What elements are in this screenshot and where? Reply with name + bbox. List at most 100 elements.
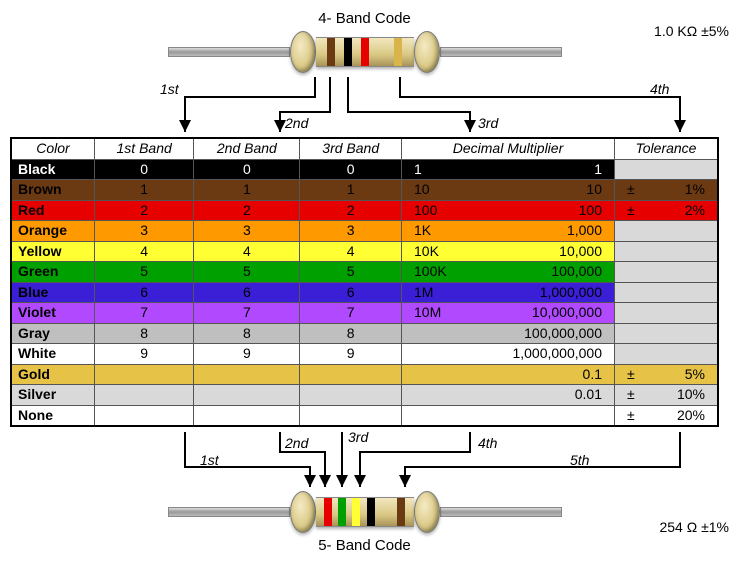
multiplier: 10M10,000,000 (402, 303, 615, 324)
digit-3: 7 (300, 303, 402, 324)
bottom-title: 5- Band Code (10, 537, 719, 554)
arrow-label-3rd: 3rd (478, 115, 498, 131)
digit-3: 0 (300, 159, 402, 180)
table-header-row: Color 1st Band 2nd Band 3rd Band Decimal… (11, 138, 718, 159)
tolerance (615, 241, 719, 262)
digit-3: 5 (300, 262, 402, 283)
color-name: Orange (11, 221, 95, 242)
color-band (324, 498, 332, 526)
tolerance (615, 282, 719, 303)
tolerance: ±1% (615, 180, 719, 201)
digit-1: 8 (95, 323, 194, 344)
endcap-right-b (414, 491, 440, 533)
table-row: Black00011 (11, 159, 718, 180)
multiplier: 100100 (402, 200, 615, 221)
arrow-label-b3: 3rd (348, 429, 368, 445)
top-title: 4- Band Code (10, 10, 719, 27)
color-band (327, 38, 335, 66)
resistor-lead-right (440, 47, 562, 57)
header-1st: 1st Band (95, 138, 194, 159)
digit-3: 8 (300, 323, 402, 344)
digit-2: 5 (194, 262, 300, 283)
digit-1 (95, 405, 194, 426)
digit-2: 7 (194, 303, 300, 324)
color-name: Brown (11, 180, 95, 201)
multiplier: 100K100,000 (402, 262, 615, 283)
color-name: Green (11, 262, 95, 283)
arrow-label-b5: 5th (570, 452, 589, 468)
header-tol: Tolerance (615, 138, 719, 159)
digit-2: 4 (194, 241, 300, 262)
digit-2 (194, 385, 300, 406)
digit-3: 3 (300, 221, 402, 242)
digit-1: 9 (95, 344, 194, 365)
tolerance (615, 221, 719, 242)
color-name: Violet (11, 303, 95, 324)
digit-3 (300, 405, 402, 426)
digit-1: 2 (95, 200, 194, 221)
digit-2 (194, 364, 300, 385)
color-code-table: Color 1st Band 2nd Band 3rd Band Decimal… (10, 137, 719, 427)
digit-2: 2 (194, 200, 300, 221)
color-name: Gold (11, 364, 95, 385)
tolerance: ±2% (615, 200, 719, 221)
digit-2: 3 (194, 221, 300, 242)
bottom-value-label: 254 Ω ±1% (659, 519, 729, 535)
color-band (344, 38, 352, 66)
tolerance (615, 159, 719, 180)
endcap-left (290, 31, 316, 73)
top-value-label: 1.0 KΩ ±5% (654, 23, 729, 39)
multiplier: 1,000,000,000 (402, 344, 615, 365)
table-row: Brown1111010±1% (11, 180, 718, 201)
color-name: Red (11, 200, 95, 221)
digit-3: 1 (300, 180, 402, 201)
top-resistor: 1.0 KΩ ±5% (10, 27, 719, 77)
tolerance (615, 323, 719, 344)
color-name: Black (11, 159, 95, 180)
tolerance: ±20% (615, 405, 719, 426)
arrow-label-b2: 2nd (285, 435, 308, 451)
color-name: Gray (11, 323, 95, 344)
digit-2: 1 (194, 180, 300, 201)
arrow-label-b4: 4th (478, 435, 497, 451)
digit-3: 6 (300, 282, 402, 303)
tolerance: ±10% (615, 385, 719, 406)
digit-2: 9 (194, 344, 300, 365)
tolerance (615, 303, 719, 324)
table-row: Red222100100±2% (11, 200, 718, 221)
digit-3: 9 (300, 344, 402, 365)
resistor-lead-left (168, 47, 290, 57)
endcap-left-b (290, 491, 316, 533)
header-mult: Decimal Multiplier (402, 138, 615, 159)
digit-1: 3 (95, 221, 194, 242)
arrow-label-b1: 1st (200, 452, 219, 468)
digit-1 (95, 385, 194, 406)
color-name: Blue (11, 282, 95, 303)
color-band (394, 38, 402, 66)
table-row: Gray888100,000,000 (11, 323, 718, 344)
multiplier: 10K10,000 (402, 241, 615, 262)
digit-1: 6 (95, 282, 194, 303)
table-row: Green555100K100,000 (11, 262, 718, 283)
digit-2: 0 (194, 159, 300, 180)
table-row: Violet77710M10,000,000 (11, 303, 718, 324)
digit-3: 4 (300, 241, 402, 262)
multiplier: 0.01 (402, 385, 615, 406)
endcap-right (414, 31, 440, 73)
color-band (397, 498, 405, 526)
digit-3: 2 (300, 200, 402, 221)
color-band (361, 38, 369, 66)
digit-3 (300, 385, 402, 406)
table-row: Yellow44410K10,000 (11, 241, 718, 262)
color-name: White (11, 344, 95, 365)
header-3rd: 3rd Band (300, 138, 402, 159)
multiplier (402, 405, 615, 426)
table-row: White9991,000,000,000 (11, 344, 718, 365)
multiplier: 11 (402, 159, 615, 180)
tolerance (615, 344, 719, 365)
arrow-label-2nd: 2nd (285, 115, 308, 131)
table-row: Blue6661M1,000,000 (11, 282, 718, 303)
table-row: Orange3331K1,000 (11, 221, 718, 242)
table-row: Silver0.01±10% (11, 385, 718, 406)
digit-1: 0 (95, 159, 194, 180)
